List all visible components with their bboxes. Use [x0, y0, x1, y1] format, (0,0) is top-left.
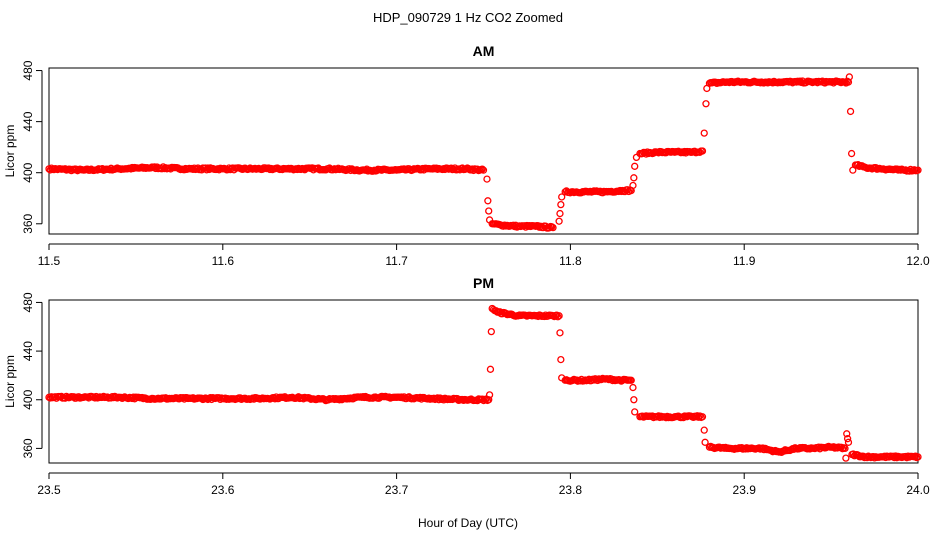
data-point [623, 186, 632, 194]
x-tick-label: 11.8 [559, 254, 582, 268]
data-point [701, 438, 709, 446]
x-tick-label: 24.0 [906, 483, 930, 497]
data-point [485, 391, 494, 399]
panel-pm: PM 23.5 23.6 23.7 23.8 23.9 24.0 360 400 440 480 Li… [3, 275, 930, 497]
x-tick-label: 11.6 [212, 254, 235, 268]
data-point [631, 162, 639, 170]
y-tick-label: 400 [21, 389, 35, 409]
data-point [694, 413, 703, 421]
data-point [555, 217, 563, 225]
data-point [486, 365, 495, 373]
panel-am: AM 11.5 11.6 11.7 11.8 11.9 12.0 360 400 440 480 Li… [3, 43, 930, 268]
data-point [843, 435, 852, 443]
data-point [846, 107, 855, 116]
data-point [693, 412, 701, 420]
data-point [627, 376, 635, 384]
data-series [45, 304, 922, 462]
data-point [485, 207, 493, 215]
data-point [558, 193, 566, 201]
y-tick-label: 360 [21, 438, 35, 458]
y-tick-label: 480 [21, 292, 35, 312]
y-tick-label: 440 [21, 111, 35, 131]
data-point [556, 329, 564, 337]
data-point [555, 312, 563, 320]
data-point [698, 147, 707, 155]
data-point [847, 149, 856, 158]
data-point [630, 396, 638, 404]
x-tick-label: 11.5 [38, 254, 61, 268]
data-point [700, 426, 708, 434]
data-point [485, 396, 493, 404]
x-tick-label: 23.6 [211, 483, 235, 497]
data-point [844, 78, 853, 86]
figure-title: HDP_090729 1 Hz CO2 Zoomed [373, 10, 563, 25]
data-point [698, 413, 707, 421]
data-point [914, 166, 922, 174]
data-point [629, 181, 637, 190]
x-axis-title: Hour of Day (UTC) [418, 516, 518, 530]
data-point [629, 383, 637, 392]
panel-title: AM [473, 43, 495, 59]
x-tick-label: 23.9 [733, 483, 757, 497]
y-tick-label: 440 [21, 341, 35, 361]
panel-title: PM [473, 275, 494, 291]
data-point [630, 174, 638, 182]
data-point [478, 165, 486, 173]
data-point [487, 327, 495, 336]
data-point [702, 100, 710, 108]
data-series [45, 73, 922, 232]
y-axis-title: Licor ppm [3, 125, 17, 178]
data-point [631, 408, 639, 416]
data-point [554, 313, 562, 321]
x-tick-label: 11.7 [385, 254, 408, 268]
data-point [845, 73, 853, 81]
data-point [844, 438, 853, 446]
x-tick-label: 23.5 [37, 483, 61, 497]
data-point [479, 166, 488, 174]
y-tick-label: 480 [21, 60, 35, 80]
x-tick-label: 23.7 [385, 483, 409, 497]
data-point [838, 445, 847, 453]
data-point [557, 355, 565, 364]
x-tick-label: 11.9 [733, 254, 756, 268]
data-point [556, 209, 564, 218]
data-point [914, 453, 922, 461]
data-point [483, 175, 491, 183]
data-point [841, 444, 849, 453]
data-point [700, 129, 708, 137]
data-point [842, 454, 850, 462]
x-tick-label: 12.0 [906, 254, 930, 268]
data-point [549, 223, 557, 232]
y-tick-label: 400 [21, 162, 35, 182]
data-point [557, 200, 565, 209]
data-point [843, 430, 851, 438]
y-tick-label: 360 [21, 213, 35, 233]
plot-frame [48, 299, 919, 464]
y-axis-title: Licor ppm [3, 355, 17, 408]
panels: AM 11.5 11.6 11.7 11.8 11.9 12.0 360 400 440 480 Li… [3, 43, 930, 497]
data-point [484, 197, 492, 205]
x-tick-label: 23.8 [559, 483, 583, 497]
plot-frame [48, 67, 919, 235]
